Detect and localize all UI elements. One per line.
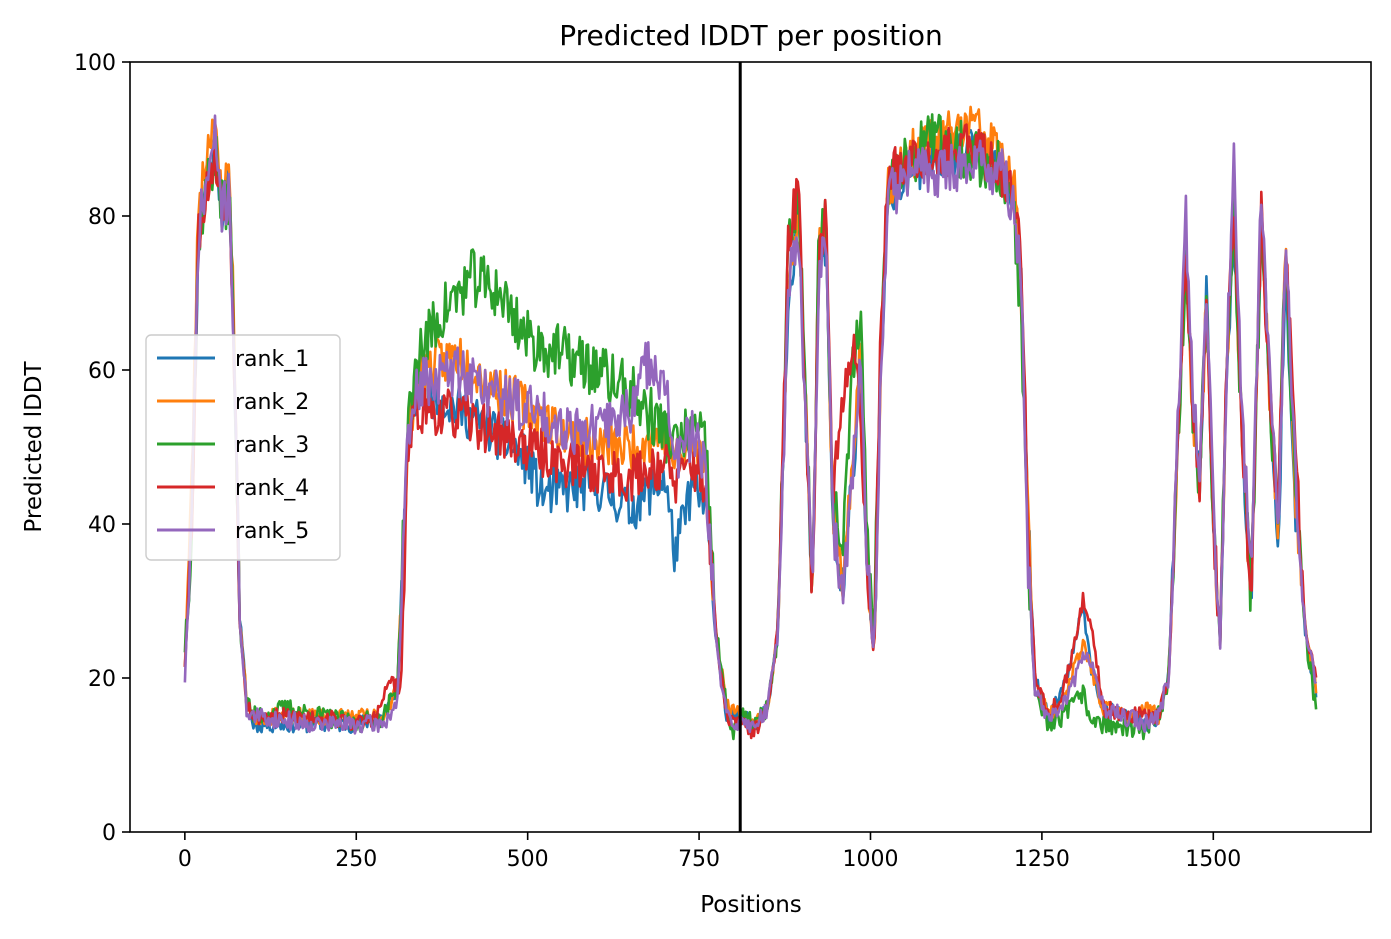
x-tick-label: 0 (178, 847, 192, 872)
legend-label-rank_1: rank_1 (235, 347, 309, 372)
series-line-rank_5 (183, 114, 1318, 735)
plot-frame (129, 61, 1372, 833)
legend-label-rank_4: rank_4 (235, 476, 309, 501)
x-tick-label: 1250 (1014, 847, 1070, 872)
x-axis-label: Positions (700, 892, 802, 918)
y-tick-label: 20 (88, 667, 116, 692)
x-axis-ticks: 0 250 500 750 1000 1250 1500 (178, 832, 1241, 872)
x-tick-label: 250 (335, 847, 377, 872)
y-tick-label: 80 (88, 205, 116, 230)
series-group (183, 105, 1318, 741)
legend-box (145, 334, 341, 561)
y-tick-label: 100 (74, 51, 116, 76)
legend-items: rank_1 rank_2 rank_3 rank_4 rank_5 (157, 347, 309, 544)
legend: rank_1 rank_2 rank_3 rank_4 rank_5 (145, 334, 341, 561)
y-axis-label: Predicted lDDT (21, 360, 47, 532)
x-tick-label: 1500 (1185, 847, 1241, 872)
legend-label-rank_3: rank_3 (235, 433, 309, 458)
x-tick-label: 1000 (842, 847, 898, 872)
legend-label-rank_2: rank_2 (235, 390, 309, 415)
y-tick-label: 0 (102, 821, 116, 846)
legend-label-rank_5: rank_5 (235, 519, 309, 544)
plot-area (129, 61, 1372, 833)
y-axis-ticks: 0 20 40 60 80 100 (74, 51, 130, 846)
y-tick-label: 60 (88, 359, 116, 384)
y-tick-label: 40 (88, 513, 116, 538)
x-tick-label: 750 (678, 847, 720, 872)
x-tick-label: 500 (507, 847, 549, 872)
chart-title: Predicted lDDT per position (559, 19, 943, 52)
